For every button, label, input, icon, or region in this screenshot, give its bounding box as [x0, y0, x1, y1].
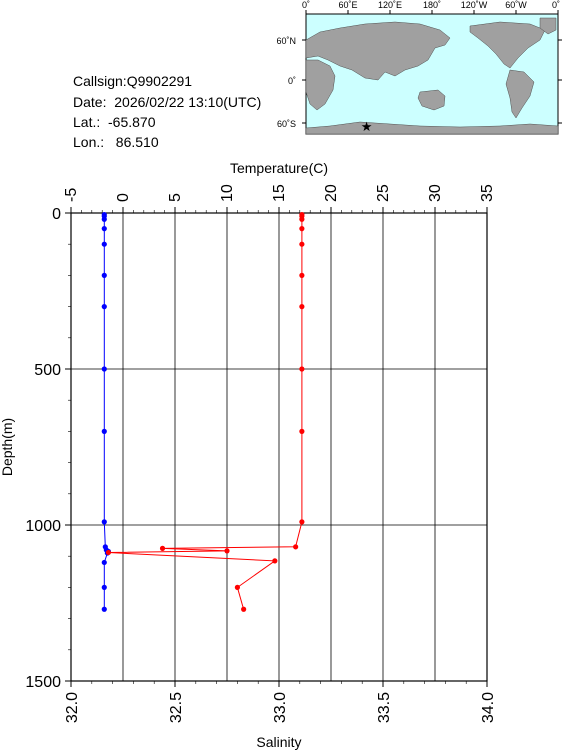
temperature-tick-label: 20: [323, 184, 340, 202]
land-north-america: [469, 21, 546, 69]
salinity-tick-label: 34.0: [480, 692, 497, 723]
map-top-labels: 0˚ 60˚E 120˚E 180˚ 120˚W 60˚W 0˚: [302, 0, 560, 10]
salinity-tick-label: 32.0: [64, 692, 81, 723]
map-lat-label: 60˚S: [277, 119, 296, 129]
temperature-tick-label: 10: [219, 184, 236, 202]
map-lon-label: 180˚: [423, 0, 441, 10]
land-eurasia: [305, 21, 451, 81]
salinity-line: [108, 214, 303, 610]
station-date: Date: 2026/02/22 13:10(UTC): [73, 94, 262, 110]
salinity-tick-label: 32.5: [168, 692, 185, 723]
depth-ticks: 0 500 1000 1500: [25, 206, 71, 691]
map-lon-label: 120˚E: [378, 0, 402, 10]
station-longitude: Lon.: 86.510: [73, 134, 159, 150]
depth-tick-label: 1000: [25, 518, 61, 535]
temperature-axis-label: Temperature(C): [230, 160, 328, 176]
temperature-point: [101, 304, 107, 310]
depth-tick-label: 0: [52, 206, 61, 223]
salinity-tick-label: 33.5: [376, 692, 393, 723]
salinity-point: [299, 519, 305, 525]
salinity-point: [299, 366, 305, 372]
salinity-point: [299, 428, 305, 434]
salinity-tick-label: 33.0: [272, 692, 289, 723]
temperature-point: [101, 606, 107, 612]
salinity-point: [241, 606, 247, 612]
salinity-point: [293, 544, 299, 550]
map-lon-label: 0˚: [552, 0, 560, 10]
map-ticks: [302, 10, 562, 124]
station-marker-icon: ★: [361, 119, 373, 134]
temperature-point: [101, 241, 107, 247]
temperature-ticks: -5 0 5 10 15 20 25 30 35: [63, 184, 496, 213]
station-latitude: Lat.: -65.870: [73, 114, 156, 130]
salinity-point: [299, 272, 305, 278]
land-greenland: [539, 17, 557, 35]
map-lat-label: 60˚N: [276, 36, 296, 46]
depth-tick-label: 1500: [25, 674, 61, 691]
temperature-tick-label: 5: [167, 193, 184, 202]
chart-series: [101, 211, 305, 612]
salinity-point: [272, 558, 278, 564]
temperature-tick-label: 35: [479, 184, 496, 202]
temperature-point: [101, 366, 107, 372]
land-africa: [305, 59, 336, 111]
salinity-point: [299, 216, 305, 222]
land-south-america: [505, 69, 535, 119]
temperature-point: [101, 428, 107, 434]
salinity-point: [224, 548, 230, 554]
map-lon-label: 60˚W: [505, 0, 527, 10]
temperature-point: [101, 519, 107, 525]
land-antarctica: [305, 121, 559, 135]
salinity-point: [105, 549, 112, 556]
depth-tick-label: 500: [34, 362, 61, 379]
map-lon-label: 60˚E: [338, 0, 357, 10]
salinity-point: [234, 584, 240, 591]
map-lat-label: 0˚: [288, 76, 296, 86]
temperature-point: [101, 272, 107, 278]
depth-axis-label: Depth(m): [0, 418, 15, 476]
salinity-axis-label: Salinity: [256, 734, 301, 750]
temperature-tick-label: 30: [427, 184, 444, 202]
map-land: [305, 17, 559, 135]
temperature-tick-label: 25: [375, 184, 392, 202]
temperature-point: [101, 584, 107, 591]
temperature-tick-label: -5: [63, 188, 80, 202]
salinity-point: [299, 304, 305, 310]
salinity-point: [159, 545, 166, 552]
chart-grid: [70, 212, 488, 682]
temperature-point: [101, 559, 107, 566]
land-australia: [417, 89, 446, 111]
temperature-tick-label: 15: [271, 184, 288, 202]
map-lon-label: 120˚W: [461, 0, 488, 10]
map-lon-label: 0˚: [302, 0, 310, 10]
temperature-point: [101, 226, 107, 232]
salinity-point: [299, 241, 305, 247]
salinity-ticks: 32.0 32.5 33.0 33.5 34.0: [64, 681, 497, 723]
temperature-tick-label: 0: [115, 193, 132, 202]
salinity-point: [299, 226, 305, 232]
temperature-point: [101, 216, 107, 222]
station-callsign: Callsign:Q9902291: [73, 73, 193, 89]
location-map: 0˚ 60˚E 120˚E 180˚ 120˚W 60˚W 0˚ 60˚N 0˚…: [276, 0, 562, 135]
map-left-labels: 60˚N 0˚ 60˚S: [276, 36, 296, 129]
